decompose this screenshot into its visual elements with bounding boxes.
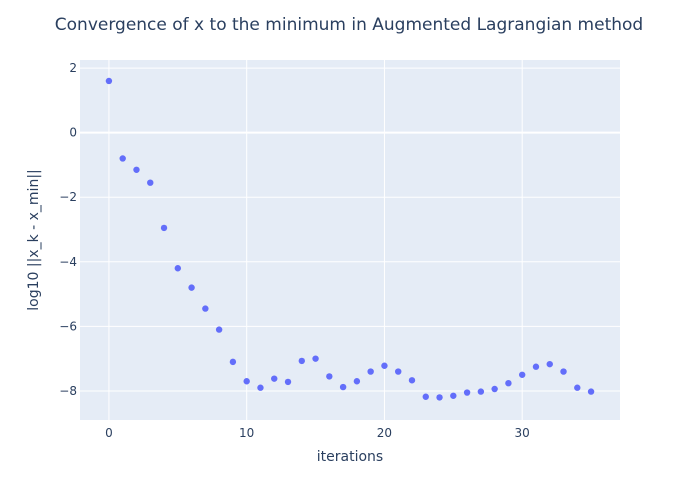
y-tick-label: 2	[69, 61, 77, 75]
data-point	[160, 224, 168, 232]
data-point	[353, 378, 361, 385]
data-point	[395, 368, 402, 375]
data-point	[326, 373, 333, 380]
data-point	[546, 360, 553, 368]
data-point	[560, 368, 567, 375]
data-point	[422, 393, 429, 400]
x-tick-label: 10	[239, 426, 254, 440]
data-point	[284, 378, 292, 386]
data-point	[271, 375, 278, 382]
data-point	[518, 371, 526, 378]
data-point	[243, 378, 250, 385]
data-point	[229, 358, 237, 366]
data-point	[298, 357, 305, 365]
data-point	[188, 284, 195, 291]
data-point	[587, 388, 595, 395]
y-tick-label: −4	[59, 255, 77, 269]
data-point	[491, 385, 498, 393]
data-point	[133, 166, 140, 173]
chart-title: Convergence of x to the minimum in Augme…	[55, 15, 643, 35]
y-axis-ticks: 2 0 −2 −4 −6 −8	[59, 61, 77, 398]
data-point	[215, 326, 223, 333]
data-point	[381, 362, 388, 369]
data-point	[477, 388, 485, 395]
data-point	[257, 384, 264, 391]
y-tick-label: −6	[59, 319, 77, 333]
data-point	[574, 384, 581, 391]
grid-lines	[80, 60, 620, 420]
x-axis-ticks: 0 10 20 30	[105, 426, 530, 440]
y-tick-label: 0	[69, 126, 77, 140]
data-point	[436, 394, 443, 401]
y-tick-label: −8	[59, 384, 77, 398]
data-point	[408, 377, 416, 384]
x-tick-label: 20	[377, 426, 392, 440]
data-point	[339, 383, 347, 391]
data-point	[367, 368, 374, 375]
data-point	[450, 392, 457, 399]
data-point	[505, 379, 512, 387]
x-tick-label: 0	[105, 426, 113, 440]
x-axis-title: iterations	[317, 449, 383, 465]
plot-area	[80, 60, 620, 420]
data-point	[532, 363, 540, 370]
data-point	[105, 77, 113, 85]
y-axis-title: log10 ||x_k - x_min||	[26, 169, 42, 311]
data-point	[174, 265, 182, 272]
data-points	[105, 77, 595, 401]
data-point	[202, 305, 209, 312]
x-tick-label: 30	[515, 426, 530, 440]
data-point	[463, 389, 471, 396]
data-point	[147, 179, 154, 186]
data-point	[312, 355, 319, 362]
data-point	[119, 155, 126, 162]
y-tick-label: −2	[59, 190, 77, 204]
